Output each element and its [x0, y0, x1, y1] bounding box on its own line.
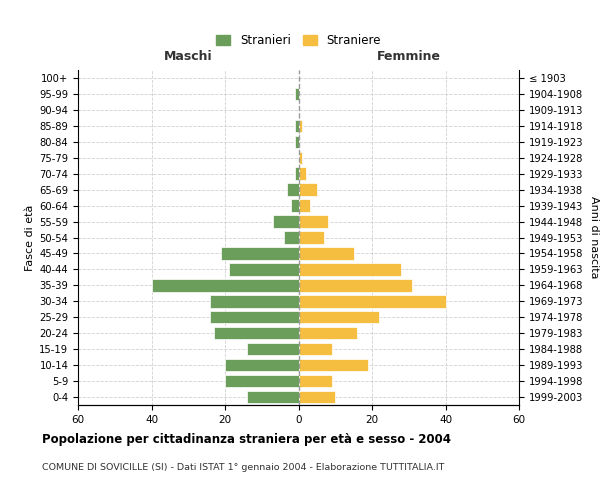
Bar [295, 88, 299, 100]
Text: Femmine: Femmine [377, 50, 441, 63]
Bar [211, 295, 299, 308]
Bar [299, 200, 310, 212]
Bar [221, 247, 299, 260]
Bar [299, 216, 328, 228]
Bar [299, 184, 317, 196]
Bar [295, 136, 299, 148]
Legend: Stranieri, Straniere: Stranieri, Straniere [212, 29, 385, 52]
Bar [299, 279, 412, 291]
Text: Maschi: Maschi [164, 50, 212, 63]
Bar [299, 343, 332, 355]
Y-axis label: Fasce di età: Fasce di età [25, 204, 35, 270]
Bar [225, 359, 299, 372]
Bar [299, 391, 335, 403]
Bar [247, 343, 299, 355]
Bar [284, 232, 299, 243]
Text: Popolazione per cittadinanza straniera per età e sesso - 2004: Popolazione per cittadinanza straniera p… [42, 432, 451, 446]
Bar [287, 184, 299, 196]
Bar [299, 232, 324, 243]
Bar [299, 375, 332, 388]
Bar [229, 263, 299, 276]
Bar [299, 359, 368, 372]
Bar [295, 168, 299, 180]
Bar [299, 311, 379, 324]
Bar [299, 263, 401, 276]
Bar [291, 200, 299, 212]
Bar [299, 120, 302, 132]
Bar [225, 375, 299, 388]
Bar [299, 327, 358, 340]
Bar [214, 327, 299, 340]
Bar [151, 279, 299, 291]
Bar [299, 247, 353, 260]
Bar [247, 391, 299, 403]
Bar [295, 120, 299, 132]
Y-axis label: Anni di nascita: Anni di nascita [589, 196, 599, 279]
Bar [299, 295, 445, 308]
Bar [211, 311, 299, 324]
Bar [299, 168, 306, 180]
Bar [273, 216, 299, 228]
Bar [299, 152, 302, 164]
Text: COMUNE DI SOVICILLE (SI) - Dati ISTAT 1° gennaio 2004 - Elaborazione TUTTITALIA.: COMUNE DI SOVICILLE (SI) - Dati ISTAT 1°… [42, 462, 445, 471]
